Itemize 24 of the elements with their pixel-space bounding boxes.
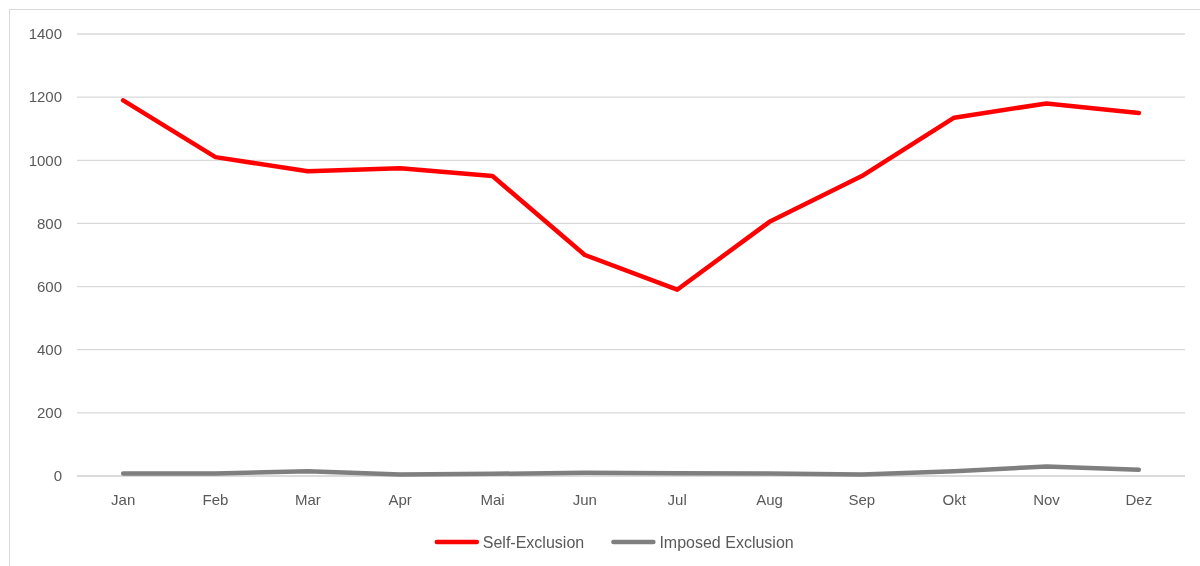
- y-tick-label: 800: [36, 214, 62, 232]
- x-tick-label: Sep: [848, 491, 876, 509]
- y-tick-label: 400: [36, 340, 62, 358]
- line-series: [120, 98, 1142, 292]
- x-tick-label: Aug: [756, 491, 783, 509]
- y-tick-label: 600: [36, 277, 62, 295]
- legend-label: Imposed Exclusion: [659, 533, 794, 551]
- x-tick-label: Apr: [388, 491, 412, 509]
- y-tick-label: 200: [36, 404, 62, 422]
- x-tick-label: Mar: [294, 491, 321, 509]
- x-tick-label: Jun: [572, 491, 597, 509]
- x-tick-label: Feb: [202, 491, 229, 509]
- x-tick-label: Nov: [1033, 491, 1061, 509]
- y-tick-label: 1000: [28, 151, 62, 169]
- y-tick-label: 0: [53, 467, 62, 485]
- legend-label: Self-Exclusion: [482, 533, 585, 551]
- x-tick-label: Okt: [942, 491, 967, 509]
- x-tick-label: Mai: [480, 491, 505, 509]
- line-series: [120, 464, 1142, 477]
- x-tick-label: Dez: [1125, 491, 1153, 509]
- y-tick-label: 1200: [28, 88, 62, 106]
- x-tick-label: Jul: [667, 491, 687, 509]
- x-tick-label: Jan: [111, 491, 136, 509]
- y-tick-label: 1400: [28, 25, 62, 43]
